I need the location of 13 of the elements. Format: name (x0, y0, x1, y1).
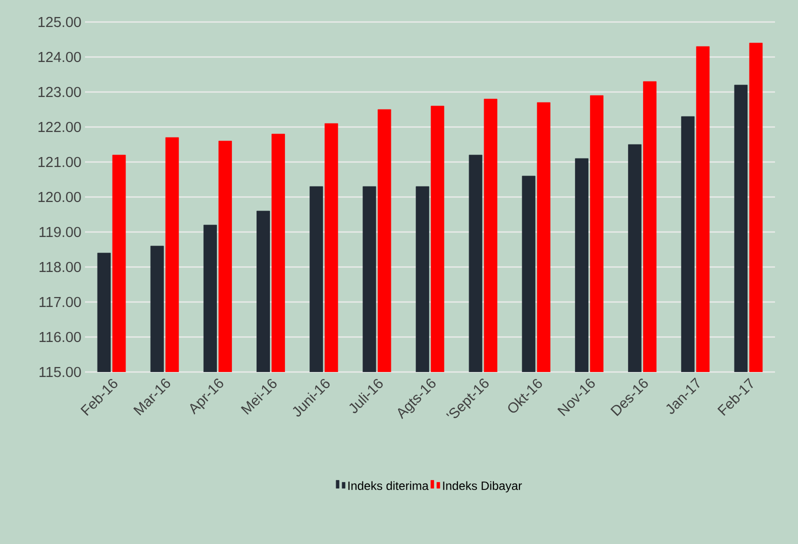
y-tick-label: 118.00 (40, 262, 81, 272)
y-tick-label: 116.00 (40, 332, 81, 342)
y-tick-label: 117.00 (40, 296, 81, 308)
legend-label: Indeks diterima (348, 481, 429, 490)
y-tick-label: 121.00 (38, 156, 81, 168)
y-tick-label: 119.00 (40, 226, 81, 238)
y-tick-label: 120.00 (38, 192, 81, 202)
y-tick-label: 125.00 (38, 16, 81, 28)
y-tick-label: 115.00 (40, 366, 81, 378)
y-tick-label: 123.00 (38, 86, 81, 98)
y-tick-label: 124.00 (38, 52, 81, 62)
legend-label: Indeks Dibayar (443, 481, 522, 492)
y-tick-label: 122.00 (38, 122, 81, 132)
